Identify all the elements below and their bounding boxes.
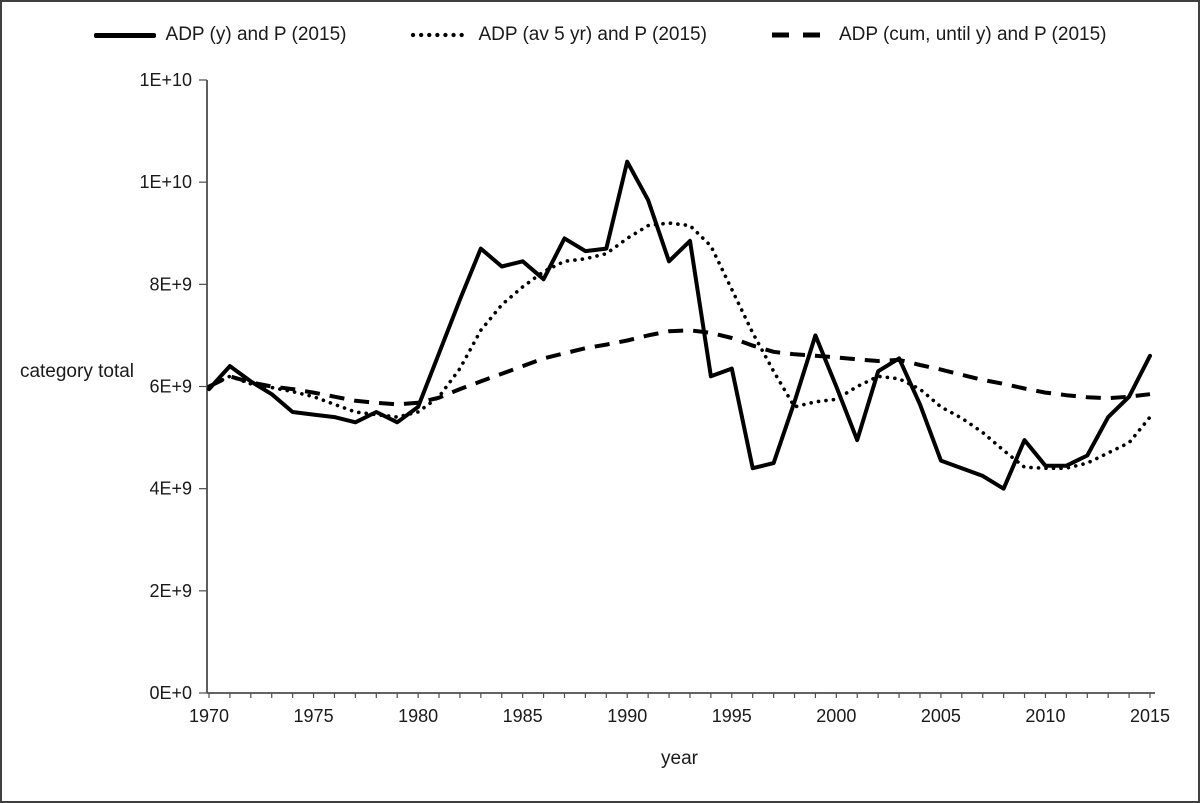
series-solid-line [207, 159, 1152, 491]
x-axis-tick-label: 1980 [398, 706, 438, 726]
legend-label-adp-cum: ADP (cum, until y) and P (2015) [838, 24, 1107, 45]
x-axis-tick-label: 1995 [712, 706, 752, 726]
legend-item-adp-y: ADP (y) and P (2015) [93, 24, 347, 46]
y-axis-title: category total [19, 361, 135, 382]
legend-label-adp-av5yr: ADP (av 5 yr) and P (2015) [478, 24, 707, 45]
x-axis-tick-label: 2015 [1130, 706, 1170, 726]
series-dashed-line [208, 328, 1151, 407]
x-axis-tick-label: 2000 [816, 706, 856, 726]
y-axis-tick-label: 1E+10 [139, 172, 192, 192]
x-axis-tick-label: 2005 [921, 706, 961, 726]
legend-item-adp-cum: ADP (cum, until y) and P (2015) [771, 24, 1107, 46]
y-axis-tick-label: 8E+9 [149, 274, 192, 294]
x-axis-tick-label: 1985 [503, 706, 543, 726]
x-axis-title: year [661, 748, 698, 769]
y-axis-tick-label: 4E+9 [149, 479, 192, 499]
series-dotted-line [207, 221, 1152, 471]
legend: ADP (y) and P (2015) ADP (av 5 yr) and P… [2, 24, 1198, 46]
dotted-line-swatch-icon [411, 32, 469, 38]
y-axis-tick-label: 1E+10 [139, 70, 192, 90]
legend-label-adp-y: ADP (y) and P (2015) [165, 24, 347, 45]
x-axis-tick-label: 2010 [1025, 706, 1065, 726]
x-axis-tick-label: 1990 [607, 706, 647, 726]
y-axis-tick-label: 2E+9 [149, 581, 192, 601]
y-axis-tick-label: 0E+0 [149, 683, 192, 703]
solid-line-swatch-icon [93, 32, 156, 38]
x-axis-tick-label: 1970 [189, 706, 229, 726]
legend-item-adp-av5yr: ADP (av 5 yr) and P (2015) [410, 24, 707, 46]
y-axis-tick-label: 6E+9 [149, 377, 192, 397]
dashed-line-swatch-icon [771, 32, 829, 38]
x-axis-tick-label: 1975 [294, 706, 334, 726]
